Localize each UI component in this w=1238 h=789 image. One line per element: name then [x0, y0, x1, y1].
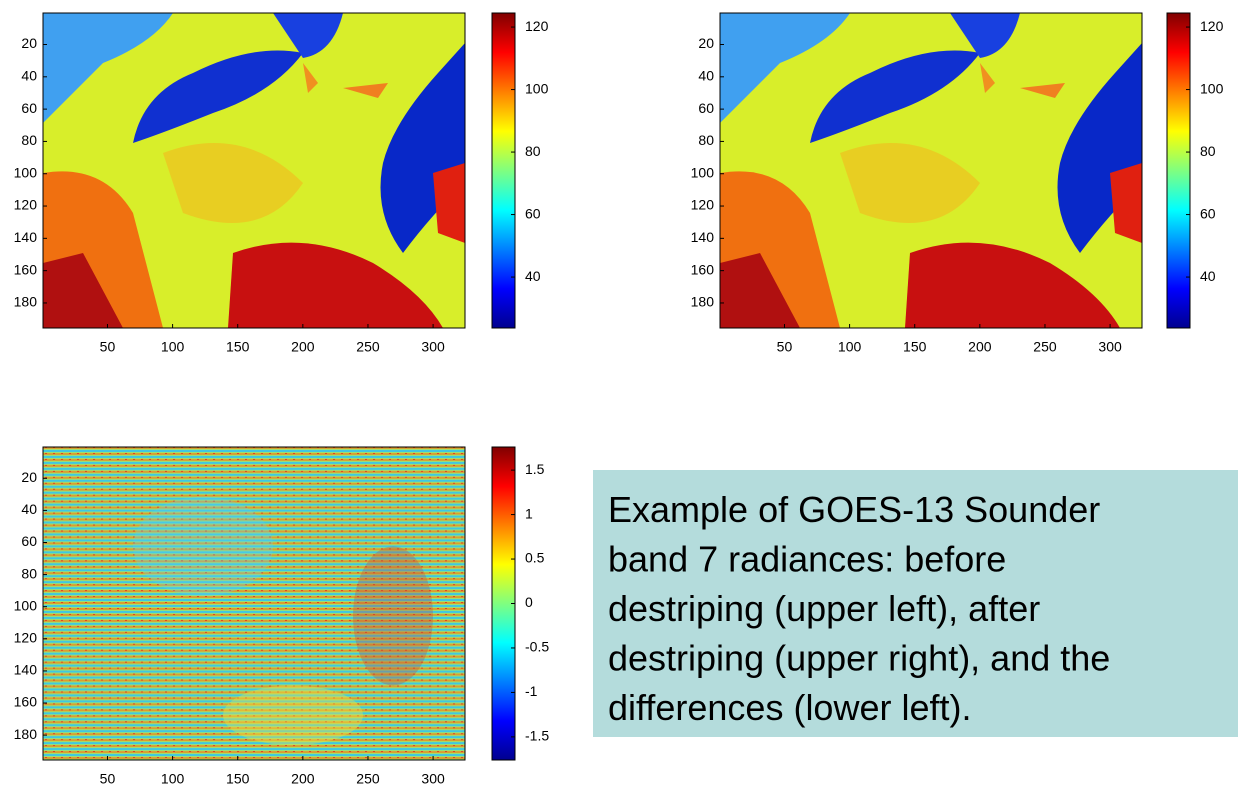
y-tick-label: 60	[21, 533, 37, 549]
colorbar-tick-label: 120	[1200, 18, 1224, 34]
y-tick-label: 60	[698, 100, 714, 116]
x-tick-label: 300	[421, 339, 445, 355]
colorbar-tick-label: 100	[525, 80, 549, 96]
caption-line: differences (lower left).	[608, 687, 971, 728]
colorbar-tick-label: 40	[525, 268, 541, 284]
y-tick-label: 20	[21, 469, 37, 485]
x-tick-label: 50	[100, 771, 116, 787]
x-tick-label: 200	[291, 339, 315, 355]
colorbar-tick-label: 80	[525, 143, 541, 159]
plot-frame	[42, 12, 466, 329]
y-tick-label: 180	[14, 294, 38, 310]
y-tick-label: 20	[21, 35, 37, 51]
y-tick-label: 160	[14, 694, 38, 710]
y-tick-label: 80	[21, 565, 37, 581]
x-tick-label: 200	[968, 339, 992, 355]
colorbar-tick-label: 100	[1200, 80, 1224, 96]
colorbar	[491, 12, 516, 329]
caption-line: band 7 radiances: before	[608, 539, 1006, 580]
y-tick-label: 40	[21, 68, 37, 84]
caption-box	[593, 470, 1238, 737]
heatmap-image	[43, 13, 465, 328]
y-tick-label: 160	[691, 261, 715, 277]
y-tick-label: 20	[698, 35, 714, 51]
colorbar-tick-label: 60	[1200, 205, 1216, 221]
plot-frame	[719, 12, 1143, 329]
heatmap-image	[43, 447, 465, 760]
y-tick-label: 140	[691, 229, 715, 245]
x-tick-label: 100	[838, 339, 862, 355]
x-tick-label: 250	[1033, 339, 1057, 355]
y-tick-label: 120	[14, 197, 38, 213]
y-tick-label: 180	[691, 294, 715, 310]
y-tick-label: 40	[698, 68, 714, 84]
y-tick-label: 80	[21, 132, 37, 148]
y-tick-label: 120	[14, 630, 38, 646]
x-tick-label: 50	[100, 339, 116, 355]
colorbar-tick-label: 80	[1200, 143, 1216, 159]
colorbar-tick-label: -0.5	[525, 639, 549, 655]
y-tick-label: 60	[21, 100, 37, 116]
colorbar-tick-label: 1.5	[525, 461, 545, 477]
y-tick-label: 140	[14, 229, 38, 245]
y-tick-label: 100	[14, 597, 38, 613]
y-tick-label: 100	[14, 164, 38, 180]
colorbar-tick-label: 40	[1200, 268, 1216, 284]
x-tick-label: 200	[291, 771, 315, 787]
y-tick-label: 80	[698, 132, 714, 148]
x-tick-label: 100	[161, 771, 185, 787]
colorbar-tick-label: -1.5	[525, 728, 549, 744]
caption-line: destriping (upper right), and the	[608, 638, 1110, 679]
y-tick-label: 100	[691, 164, 715, 180]
colorbar	[1166, 12, 1191, 329]
x-tick-label: 300	[421, 771, 445, 787]
caption-line: Example of GOES-13 Sounder	[608, 489, 1100, 530]
x-tick-label: 50	[777, 339, 793, 355]
colorbar-tick-label: -1	[525, 683, 538, 699]
x-tick-label: 300	[1098, 339, 1122, 355]
y-tick-label: 140	[14, 662, 38, 678]
heatmap-image	[720, 13, 1142, 328]
plot-frame	[42, 446, 466, 761]
x-tick-label: 150	[903, 339, 927, 355]
x-tick-label: 100	[161, 339, 185, 355]
colorbar-tick-label: 0	[525, 594, 533, 610]
y-tick-label: 160	[14, 261, 38, 277]
x-tick-label: 150	[226, 339, 250, 355]
colorbar-tick-label: 1	[525, 505, 533, 521]
x-tick-label: 150	[226, 771, 250, 787]
x-tick-label: 250	[356, 339, 380, 355]
colorbar-tick-label: 60	[525, 205, 541, 221]
y-tick-label: 120	[691, 197, 715, 213]
colorbar-tick-label: 120	[525, 18, 549, 34]
colorbar-tick-label: 0.5	[525, 550, 545, 566]
y-tick-label: 40	[21, 501, 37, 517]
y-tick-label: 180	[14, 726, 38, 742]
caption-line: destriping (upper left), after	[608, 588, 1040, 629]
x-tick-label: 250	[356, 771, 380, 787]
